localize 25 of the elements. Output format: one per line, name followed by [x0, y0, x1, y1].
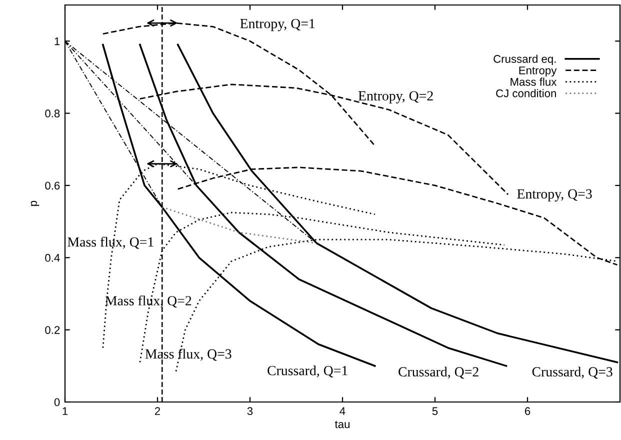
- annotation: Crussard, Q=3: [532, 366, 612, 379]
- x-axis-title: tau: [334, 420, 350, 428]
- legend-label: Crussard eq.: [494, 54, 556, 66]
- x-tick-label: 5: [432, 407, 438, 416]
- annotation: Entropy, Q=3: [517, 189, 592, 202]
- legend-label: Mass flux: [510, 78, 557, 86]
- y-tick-label: 0: [54, 398, 60, 406]
- y-tick-label: 0.2: [45, 326, 60, 334]
- legend-label: Entropy: [519, 66, 557, 77]
- annotation: Crussard, Q=2: [398, 366, 478, 379]
- y-tick-label: 0.8: [45, 110, 60, 118]
- x-tick-label: 3: [247, 407, 253, 416]
- y-tick-label: 0.4: [45, 254, 60, 262]
- y-axis-title: p: [30, 200, 40, 206]
- annotation: Entropy, Q=2: [358, 91, 433, 104]
- annotation: Crussard, Q=1: [268, 366, 348, 378]
- x-tick-label: 1: [62, 407, 68, 415]
- annotation: Entropy, Q=1: [240, 18, 315, 32]
- x-tick-label: 4: [340, 407, 346, 415]
- annotation: Mass flux, Q=1: [68, 236, 154, 249]
- x-tick-label: 2: [154, 407, 160, 415]
- legend-label: CJ condition: [496, 89, 556, 98]
- y-tick-label: 0.6: [45, 182, 60, 190]
- x-tick-label: 6: [524, 407, 530, 416]
- y-tick-label: 1: [54, 37, 60, 46]
